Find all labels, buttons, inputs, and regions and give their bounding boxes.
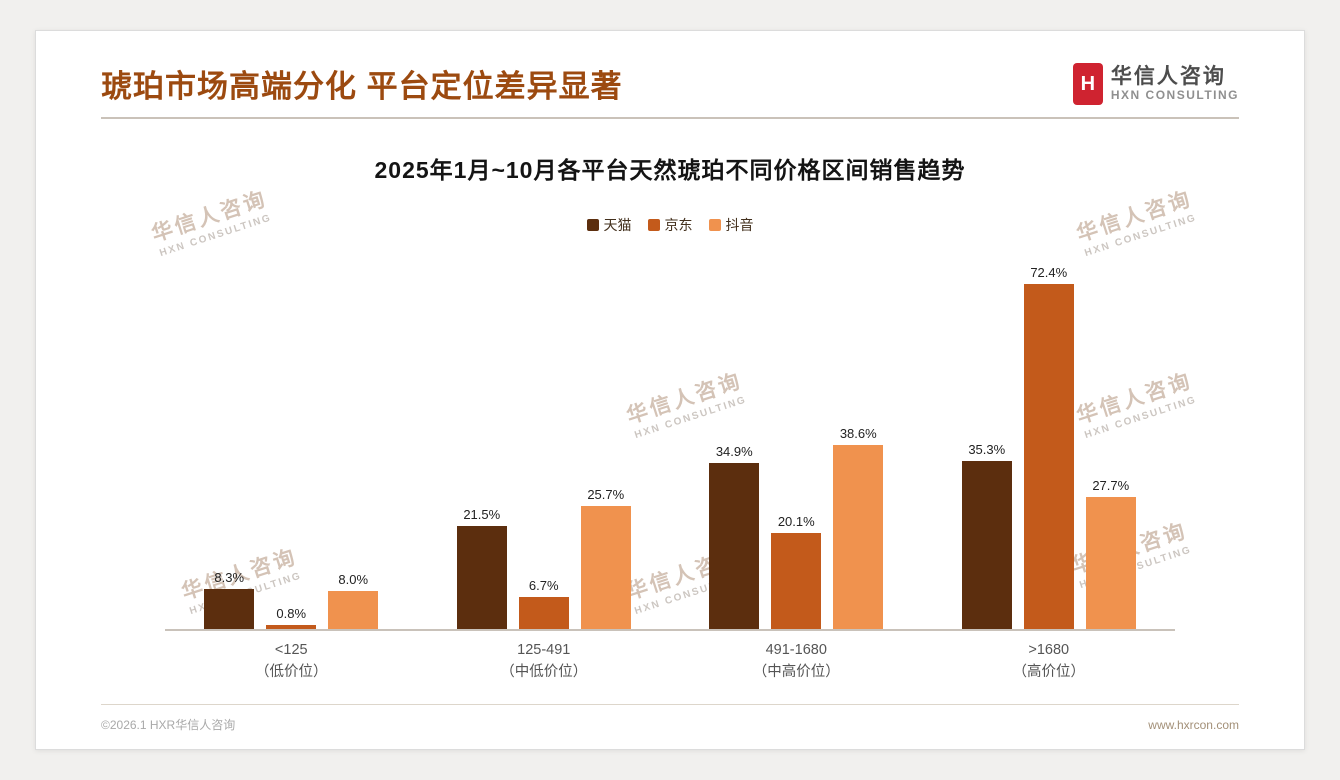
- company-logo: H 华信人咨询 HXN CONSULTING: [1072, 63, 1239, 105]
- legend-swatch-douyin: [708, 219, 721, 231]
- legend-item-tmall: 天猫: [586, 215, 632, 235]
- bar-group-1: 21.5% 6.7% 25.7%: [456, 487, 631, 629]
- title-divider: [101, 117, 1239, 119]
- bar-value-label: 0.8%: [276, 606, 307, 621]
- bar-group-0: 8.3% 0.8% 8.0%: [204, 570, 379, 629]
- category-label-1: 125-491 （中低价位）: [457, 639, 631, 684]
- chart-title: 2025年1月~10月各平台天然琥珀不同价格区间销售趋势: [374, 157, 966, 183]
- bar-wrap-jd-3: 72.4%: [1023, 265, 1074, 629]
- legend-item-jd: 京东: [647, 215, 693, 235]
- bar-group-3: 35.3% 72.4% 27.7%: [961, 265, 1136, 629]
- bar-value-label: 6.7%: [528, 578, 559, 593]
- bar-tmall-1: [456, 526, 507, 629]
- logo-icon: H: [1072, 63, 1103, 105]
- bar-wrap-douyin-1: 25.7%: [580, 487, 631, 629]
- bar-wrap-douyin-0: 8.0%: [328, 572, 379, 629]
- bar-jd-2: [771, 533, 822, 629]
- bar-tmall-2: [709, 463, 760, 629]
- x-axis-labels: <125 （低价位） 125-491 （中低价位） 491-1680 （中高价位） >168…: [165, 639, 1175, 684]
- footer-url: www.hxrcon.com: [1148, 717, 1239, 732]
- logo-name-cn: 华信人咨询: [1110, 65, 1226, 89]
- logo-text: 华信人咨询 HXN CONSULTING: [1111, 65, 1239, 103]
- footer: ©2026.1 HXR华信人咨询 www.hxrcon.com: [101, 704, 1239, 749]
- bar-douyin-1: [580, 506, 631, 629]
- footer-copyright: ©2026.1 HXR华信人咨询: [101, 718, 236, 732]
- bar-wrap-tmall-0: 8.3%: [204, 570, 255, 629]
- category-label-3: >1680 （高价位）: [962, 639, 1136, 684]
- page-title: 琥珀市场高端分化 平台定位差异显著: [101, 68, 623, 104]
- category-sub-label: （中高价位）: [752, 664, 840, 681]
- bar-douyin-0: [328, 591, 379, 629]
- legend-label-tmall: 天猫: [603, 217, 632, 233]
- plot-area: 8.3% 0.8% 8.0% 21.5% 6.7% 25.7% 34.9% 20.1% 38.6…: [165, 259, 1175, 631]
- category-main-label: >1680: [1028, 642, 1070, 658]
- bar-group-2: 34.9% 20.1% 38.6%: [709, 426, 884, 629]
- bar-value-label: 72.4%: [1030, 265, 1068, 280]
- legend-swatch-tmall: [586, 219, 599, 231]
- bar-tmall-0: [204, 589, 255, 629]
- category-sub-label: （低价位）: [255, 664, 328, 681]
- bar-chart: 8.3% 0.8% 8.0% 21.5% 6.7% 25.7% 34.9% 20.1% 38.6…: [165, 259, 1175, 684]
- bar-wrap-jd-2: 20.1%: [771, 514, 822, 629]
- bar-wrap-douyin-2: 38.6%: [833, 426, 884, 629]
- bar-douyin-2: [833, 445, 884, 629]
- bar-wrap-jd-1: 6.7%: [518, 578, 569, 629]
- category-label-0: <125 （低价位）: [204, 639, 378, 684]
- category-sub-label: （中低价位）: [500, 664, 588, 681]
- bar-value-label: 20.1%: [777, 514, 815, 529]
- bar-wrap-douyin-3: 27.7%: [1085, 478, 1136, 629]
- legend-swatch-jd: [647, 219, 660, 231]
- bar-wrap-tmall-3: 35.3%: [961, 442, 1012, 629]
- bar-value-label: 34.9%: [715, 444, 753, 459]
- bar-jd-0: [266, 625, 317, 629]
- legend-label-douyin: 抖音: [725, 217, 754, 233]
- bar-value-label: 21.5%: [463, 507, 501, 522]
- category-main-label: <125: [274, 642, 308, 658]
- bar-value-label: 27.7%: [1092, 478, 1130, 493]
- slide-card: 华信人咨询 HXN CONSULTING 华信人咨询 HXN CONSULTING 华信…: [35, 30, 1305, 750]
- chart-legend: 天猫 京东 抖音: [101, 215, 1239, 235]
- category-label-2: 491-1680 （中高价位）: [709, 639, 883, 684]
- bar-value-label: 35.3%: [968, 442, 1006, 457]
- bar-wrap-tmall-2: 34.9%: [709, 444, 760, 629]
- bar-wrap-jd-0: 0.8%: [266, 606, 317, 629]
- bar-value-label: 8.3%: [214, 570, 245, 585]
- category-main-label: 125-491: [517, 642, 571, 658]
- bar-value-label: 25.7%: [587, 487, 625, 502]
- bar-tmall-3: [961, 461, 1012, 629]
- bar-jd-3: [1023, 284, 1074, 629]
- bar-wrap-tmall-1: 21.5%: [456, 507, 507, 629]
- bar-value-label: 38.6%: [839, 426, 877, 441]
- category-main-label: 491-1680: [765, 642, 827, 658]
- logo-name-en: HXN CONSULTING: [1110, 88, 1239, 103]
- bar-jd-1: [518, 597, 569, 629]
- category-sub-label: （高价位）: [1012, 664, 1086, 681]
- legend-item-douyin: 抖音: [708, 215, 754, 235]
- legend-label-jd: 京东: [664, 217, 693, 233]
- bar-value-label: 8.0%: [338, 572, 369, 587]
- bar-douyin-3: [1085, 497, 1136, 629]
- header: 琥珀市场高端分化 平台定位差异显著 H 华信人咨询 HXN CONSULTING: [101, 31, 1239, 105]
